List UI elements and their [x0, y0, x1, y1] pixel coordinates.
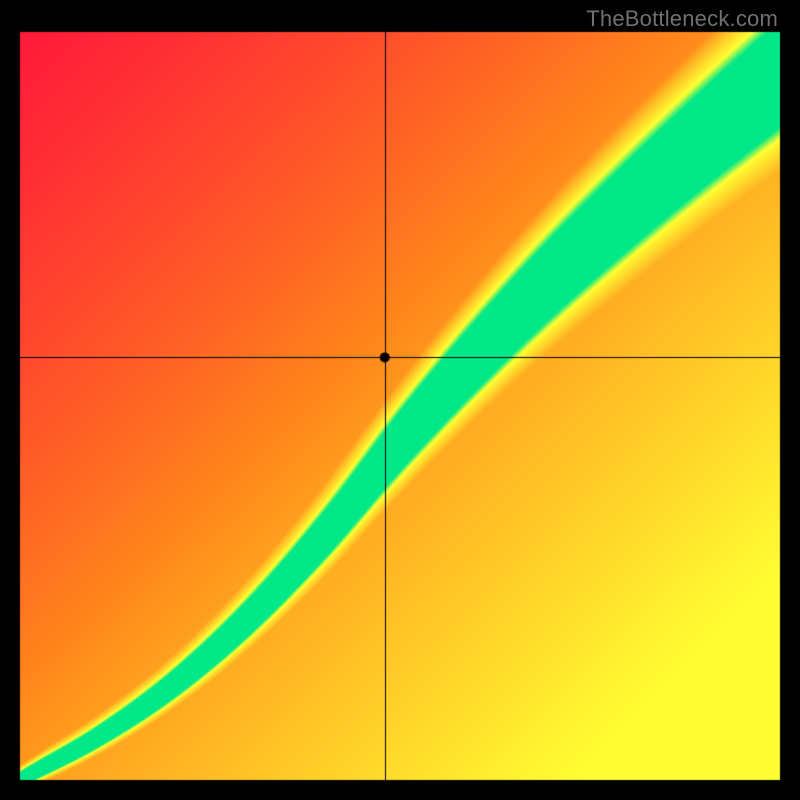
bottleneck-heatmap-canvas — [0, 0, 800, 800]
chart-container: TheBottleneck.com — [0, 0, 800, 800]
watermark-text: TheBottleneck.com — [586, 6, 778, 32]
